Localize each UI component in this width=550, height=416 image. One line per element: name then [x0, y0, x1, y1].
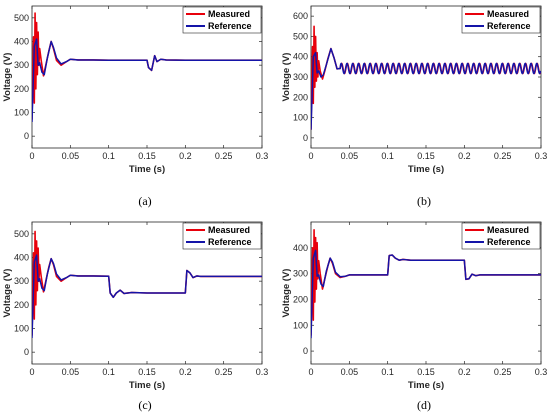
x-tick-label: 0 — [29, 367, 34, 377]
y-axis-label: Voltage (V) — [281, 53, 292, 102]
subfigure-caption: (c) — [138, 398, 151, 412]
y-tick-label: 100 — [14, 324, 29, 334]
legend-label-measured: Measured — [208, 9, 250, 19]
legend-label-reference: Reference — [208, 237, 252, 247]
x-tick-label: 0.05 — [341, 151, 359, 161]
subfigure-caption: (b) — [417, 194, 431, 208]
x-tick-label: 0.05 — [62, 151, 80, 161]
x-tick-label: 0.15 — [417, 151, 435, 161]
x-tick-label: 0 — [308, 367, 313, 377]
x-axis-label: Time (s) — [408, 380, 444, 391]
x-tick-label: 0.15 — [138, 151, 156, 161]
y-tick-label: 500 — [293, 31, 308, 41]
legend-box — [182, 6, 262, 34]
y-tick-label: 0 — [24, 131, 29, 141]
y-tick-label: 0 — [24, 347, 29, 357]
y-tick-label: 200 — [293, 294, 308, 304]
y-axis-label: Voltage (V) — [281, 269, 292, 318]
y-tick-label: 200 — [293, 92, 308, 102]
y-tick-label: 200 — [14, 300, 29, 310]
y-tick-label: 300 — [14, 276, 29, 286]
x-tick-label: 0.05 — [341, 367, 359, 377]
x-tick-label: 0.1 — [102, 151, 115, 161]
legend-label-reference: Reference — [487, 237, 531, 247]
x-tick-label: 0.2 — [179, 367, 192, 377]
x-tick-label: 0.3 — [256, 367, 269, 377]
x-tick-label: 0.3 — [535, 151, 548, 161]
x-tick-label: 0.2 — [458, 367, 471, 377]
x-tick-label: 0.1 — [102, 367, 115, 377]
x-axis-label: Time (s) — [408, 164, 444, 175]
y-tick-label: 400 — [293, 243, 308, 253]
y-tick-label: 300 — [293, 269, 308, 279]
series-line-reference — [311, 47, 541, 130]
series-line-reference — [32, 38, 262, 122]
y-tick-label: 0 — [303, 346, 308, 356]
legend-label-measured: Measured — [487, 9, 529, 19]
subfigure-caption: (d) — [417, 398, 431, 412]
y-tick-label: 400 — [14, 37, 29, 47]
x-tick-label: 0.3 — [535, 367, 548, 377]
x-tick-label: 0.2 — [179, 151, 192, 161]
x-tick-label: 0.25 — [494, 367, 512, 377]
x-tick-label: 0.15 — [138, 367, 156, 377]
legend-box — [182, 222, 262, 250]
y-tick-label: 400 — [293, 52, 308, 62]
x-tick-label: 0.3 — [256, 151, 269, 161]
legend-label-measured: Measured — [487, 225, 529, 235]
x-tick-label: 0.15 — [417, 367, 435, 377]
legend-box — [461, 6, 541, 34]
y-tick-label: 100 — [293, 320, 308, 330]
subplot-4: 0 0.05 0.1 0.15 0.2 0.25 0.3 0 100 200 300 400 Time … — [281, 221, 548, 412]
subfigure-caption: (a) — [138, 194, 151, 208]
y-tick-label: 500 — [14, 229, 29, 239]
series-line-reference — [311, 249, 541, 339]
x-tick-label: 0.05 — [62, 367, 80, 377]
subplot-2: 0 0.05 0.1 0.15 0.2 0.25 0.3 0 100 200 300 400 500 60… — [281, 5, 548, 208]
x-tick-label: 0.1 — [381, 367, 394, 377]
y-axis-label: Voltage (V) — [2, 269, 13, 318]
x-tick-label: 0 — [308, 151, 313, 161]
y-tick-label: 0 — [303, 133, 308, 143]
y-tick-label: 300 — [293, 72, 308, 82]
subplot-3: 0 0.05 0.1 0.15 0.2 0.25 0.3 0 100 200 300 400 500 Ti… — [2, 221, 269, 412]
x-tick-label: 0.2 — [458, 151, 471, 161]
x-tick-label: 0.25 — [494, 151, 512, 161]
x-axis-label: Time (s) — [129, 380, 165, 391]
legend-label-reference: Reference — [487, 21, 531, 31]
y-tick-label: 500 — [14, 13, 29, 23]
y-tick-label: 300 — [14, 60, 29, 70]
x-tick-label: 0 — [29, 151, 34, 161]
y-tick-label: 100 — [14, 108, 29, 118]
series-line-reference — [32, 254, 262, 338]
legend-label-measured: Measured — [208, 225, 250, 235]
subplot-1: 0 0.05 0.1 0.15 0.2 0.25 0.3 0 100 200 300 400 500 Ti… — [2, 5, 269, 208]
y-tick-label: 200 — [14, 84, 29, 94]
x-tick-label: 0.1 — [381, 151, 394, 161]
x-tick-label: 0.25 — [215, 151, 233, 161]
legend-box — [461, 222, 541, 250]
x-tick-label: 0.25 — [215, 367, 233, 377]
legend-label-reference: Reference — [208, 21, 252, 31]
y-tick-label: 100 — [293, 113, 308, 123]
y-tick-label: 600 — [293, 11, 308, 21]
y-axis-label: Voltage (V) — [2, 53, 13, 102]
y-tick-label: 400 — [14, 253, 29, 263]
x-axis-label: Time (s) — [129, 164, 165, 175]
